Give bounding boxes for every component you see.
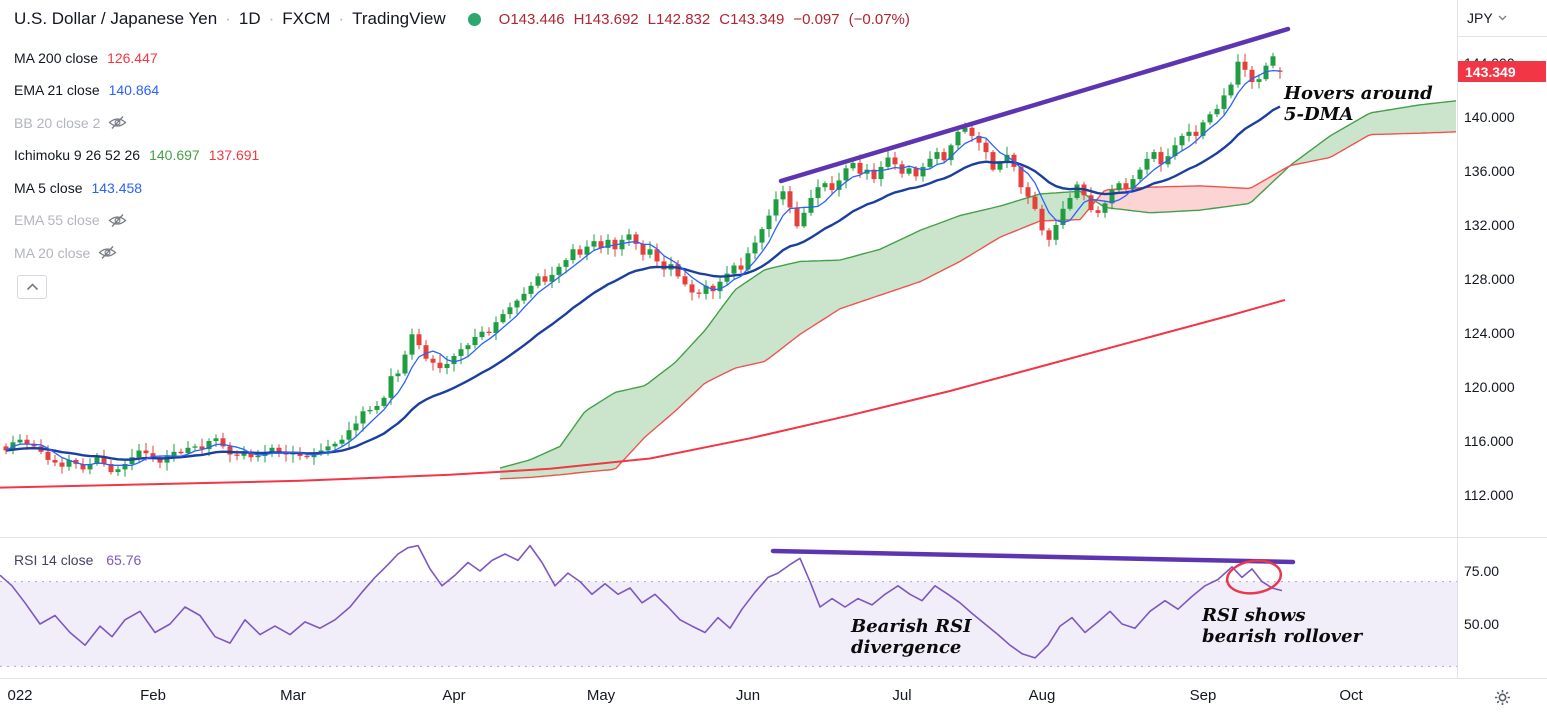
legend-item-label: MA 200 close (14, 49, 99, 66)
rsi-legend-label: RSI 14 close (14, 552, 94, 568)
time-label-jul: Jul (892, 687, 912, 704)
rsi-tick: 50.00 (1464, 616, 1500, 632)
legend-collapse-button[interactable] (17, 275, 47, 299)
legend-item-value: 140.864 (108, 82, 160, 98)
gear-icon (1494, 689, 1511, 706)
price-tick: 112.000 (1464, 487, 1514, 503)
price-note[interactable]: Hovers around 5-DMA (1284, 83, 1433, 125)
legend-item-value: 143.458 (91, 179, 143, 196)
legend-item-label: EMA 55 close (14, 212, 100, 228)
legend-item-bb-20-close-2[interactable]: BB 20 close 2 (14, 112, 259, 133)
rsi-rollover-note[interactable]: RSI shows bearish rollover (1202, 605, 1363, 647)
pane-separator[interactable] (0, 537, 1547, 538)
rsi-divergence-note[interactable]: Bearish RSI divergence (851, 616, 972, 658)
senkou-a-line (499, 100, 1457, 469)
symbol-title[interactable]: U.S. Dollar / Japanese Yen (14, 9, 218, 28)
price-tick: 120.000 (1464, 379, 1515, 395)
market-status-dot (467, 12, 481, 26)
time-label-mar: Mar (280, 687, 306, 704)
time-label-oct: Oct (1339, 687, 1363, 704)
legend-item-ma-20-close[interactable]: MA 20 close (14, 242, 259, 263)
price-tick: 132.000 (1464, 217, 1515, 233)
time-axis-separator (0, 678, 1547, 679)
ema21-line (5, 105, 1281, 461)
legend-item-ema-55-close[interactable]: EMA 55 close (14, 210, 259, 231)
senkou-b-line (499, 131, 1457, 480)
change-percent: (−0.07%) (848, 10, 910, 28)
price-tick: 128.000 (1464, 271, 1515, 287)
rsi-legend[interactable]: RSI 14 close 65.76 (14, 552, 141, 568)
eye-slash-icon[interactable] (98, 245, 117, 260)
separator-dot: · (338, 9, 345, 28)
legend-item-value: 126.447 (107, 49, 158, 66)
rsi-trendline (770, 548, 1296, 565)
legend-item-label: BB 20 close 2 (14, 114, 101, 131)
last-price-badge: 143.349 (1458, 61, 1546, 83)
currency-label: JPY (1467, 10, 1493, 26)
price-axis-separator (1457, 0, 1458, 678)
indicator-legend: MA 200 close 126.447 EMA 21 close 140.864 BB… (14, 47, 259, 275)
ma200-line (0, 298, 1286, 489)
separator-dot: · (225, 9, 231, 28)
time-label-apr: Apr (442, 687, 466, 704)
legend-item-label: MA 20 close (14, 244, 91, 261)
legend-item-label: EMA 21 close (14, 82, 100, 98)
price-tick: 116.000 (1464, 433, 1514, 449)
ichimoku-cloud (499, 100, 1457, 480)
ma5-line (5, 69, 1281, 466)
price-axis-header[interactable]: JPY (1458, 0, 1547, 37)
legend-item-ma-200-close[interactable]: MA 200 close 126.447 (14, 47, 259, 68)
chart-header: U.S. Dollar / Japanese Yen · 1D · FXCM ·… (14, 9, 910, 29)
separator-dot: · (268, 9, 275, 28)
time-label-022: 022 (7, 687, 33, 704)
change-value: −0.097 (793, 10, 840, 28)
eye-slash-icon[interactable] (108, 115, 127, 130)
exchange-label: FXCM (282, 9, 331, 28)
price-tick: 140.000 (1464, 109, 1515, 125)
time-axis-settings-button[interactable] (1493, 688, 1513, 708)
time-label-feb: Feb (140, 687, 166, 704)
ohlc-readout: O143.446 H143.692 L142.832 C143.349 −0.0… (498, 10, 910, 28)
time-label-aug: Aug (1028, 687, 1056, 704)
eye-slash-icon[interactable] (108, 213, 127, 228)
rsi-legend-value: 65.76 (106, 552, 142, 568)
user-drawings[interactable] (770, 26, 1296, 597)
time-label-may: May (586, 687, 616, 704)
rsi-tick: 75.00 (1464, 563, 1500, 579)
time-label-jun: Jun (735, 687, 761, 704)
price-tick: 124.000 (1464, 325, 1515, 341)
legend-item-ma-5-close[interactable]: MA 5 close 143.458 (14, 177, 259, 198)
time-label-sep: Sep (1189, 687, 1217, 704)
chevron-up-icon (26, 283, 38, 291)
rsi-line (0, 544, 1283, 659)
legend-item-value: 140.697 (149, 147, 200, 163)
interval-label[interactable]: 1D (238, 9, 261, 28)
price-trendline (778, 26, 1291, 184)
rollover-ellipse (1225, 559, 1283, 595)
chevron-down-icon (1498, 15, 1507, 21)
rsi-pane (0, 544, 1457, 667)
legend-item-ichimoku-9-26-52-26[interactable]: Ichimoku 9 26 52 26 140.697 137.691 (14, 145, 259, 166)
legend-item-label: Ichimoku 9 26 52 26 (14, 147, 141, 163)
price-tick: 136.000 (1464, 163, 1515, 179)
legend-item-value-2: 137.691 (208, 147, 260, 163)
legend-item-label: MA 5 close (14, 179, 83, 196)
platform-label: TradingView (352, 9, 446, 28)
legend-item-ema-21-close[interactable]: EMA 21 close 140.864 (14, 80, 259, 101)
